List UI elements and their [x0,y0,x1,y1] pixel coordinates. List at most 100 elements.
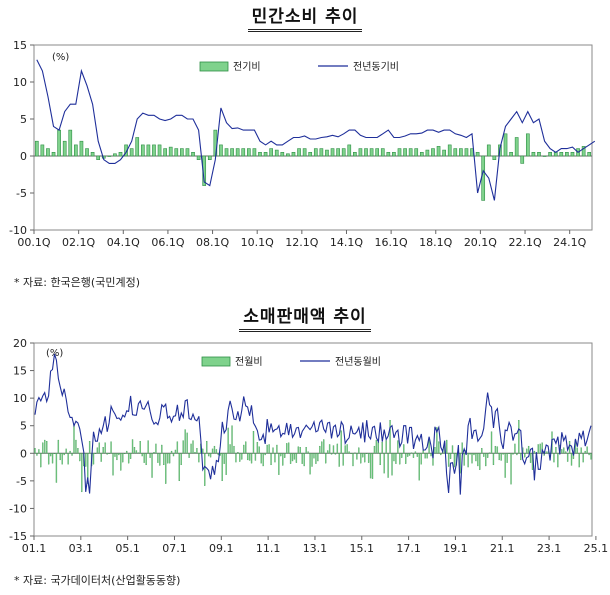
bar [459,148,463,157]
bar [392,152,396,157]
bar [140,144,145,157]
bar [71,453,73,456]
bar [166,453,169,464]
bar [59,453,61,461]
chart-1-source: * 자료: 한국은행(국민계정) [14,276,140,289]
bar [81,453,83,493]
bar [366,453,368,454]
legend-bar-label: 전월비 [235,356,263,368]
bar [102,447,104,454]
bar [496,446,499,454]
legend-bar-swatch [201,356,231,367]
bar [426,453,428,459]
bar [85,148,89,157]
bar [486,453,489,458]
bar [582,453,584,463]
bar [503,133,508,157]
bar [369,453,372,479]
bar [557,453,559,468]
bar [356,453,358,460]
bar [586,446,588,454]
bar [578,453,580,468]
bar [129,453,132,459]
bar [438,441,440,454]
bar [486,144,491,157]
bar [408,453,411,456]
x-tick-label: 04.1Q [107,236,140,249]
bar [514,137,519,157]
bar [518,420,520,454]
bar [428,439,430,454]
bar [149,453,151,458]
bar [107,155,112,157]
bar [436,146,441,157]
bar [73,423,75,454]
bar [176,441,179,454]
bar [40,144,45,157]
bar [188,453,190,458]
bar [483,453,485,457]
x-tick-label: 18.1Q [419,236,452,249]
chart-2-title: 소매판매액 추이 [0,302,610,332]
bar [565,451,567,454]
bar [379,453,381,466]
x-tick-label: 16.1Q [375,236,408,249]
bar [323,439,325,454]
bar [416,453,419,457]
bar [207,155,212,161]
bar [475,453,477,462]
bar [270,453,272,466]
bar [96,447,99,454]
bar [471,453,473,464]
bar [75,439,77,454]
bar [114,453,116,457]
bar [389,420,391,454]
bar [371,453,374,479]
bar [207,453,210,457]
bar [412,453,415,458]
bar [434,447,436,454]
bar [319,445,321,454]
bar [286,153,290,157]
bar [332,445,335,454]
bar [350,453,352,454]
bar [227,427,229,454]
bar [514,443,516,454]
bar [209,453,212,458]
bar [182,440,184,454]
bar [297,148,301,157]
y-tick-label: 0 [20,447,27,460]
bar [159,453,161,466]
bar [531,152,536,157]
y-tick-label: 0 [20,150,27,163]
bar [453,453,456,468]
bar [451,445,454,454]
bar [274,453,276,463]
bar [341,148,346,157]
bar [570,453,573,466]
bar [508,453,510,454]
bar [344,445,346,454]
bar [347,144,352,157]
bar [453,148,458,157]
bar [291,453,294,462]
bar [57,439,60,454]
bar [449,453,452,459]
bar [301,453,303,464]
bar [46,148,50,157]
bar [112,453,114,476]
y-tick-label: -5 [16,187,27,200]
bar [42,442,44,454]
x-tick-label: 10.1Q [241,236,274,249]
bar [498,453,500,461]
bar [178,453,181,482]
bar [135,450,138,454]
bar [385,440,387,454]
bar [440,453,442,456]
bar [291,152,296,157]
bar [161,444,163,454]
bar [377,442,380,454]
bar [311,453,313,467]
bar [424,453,426,459]
bar [414,451,417,454]
